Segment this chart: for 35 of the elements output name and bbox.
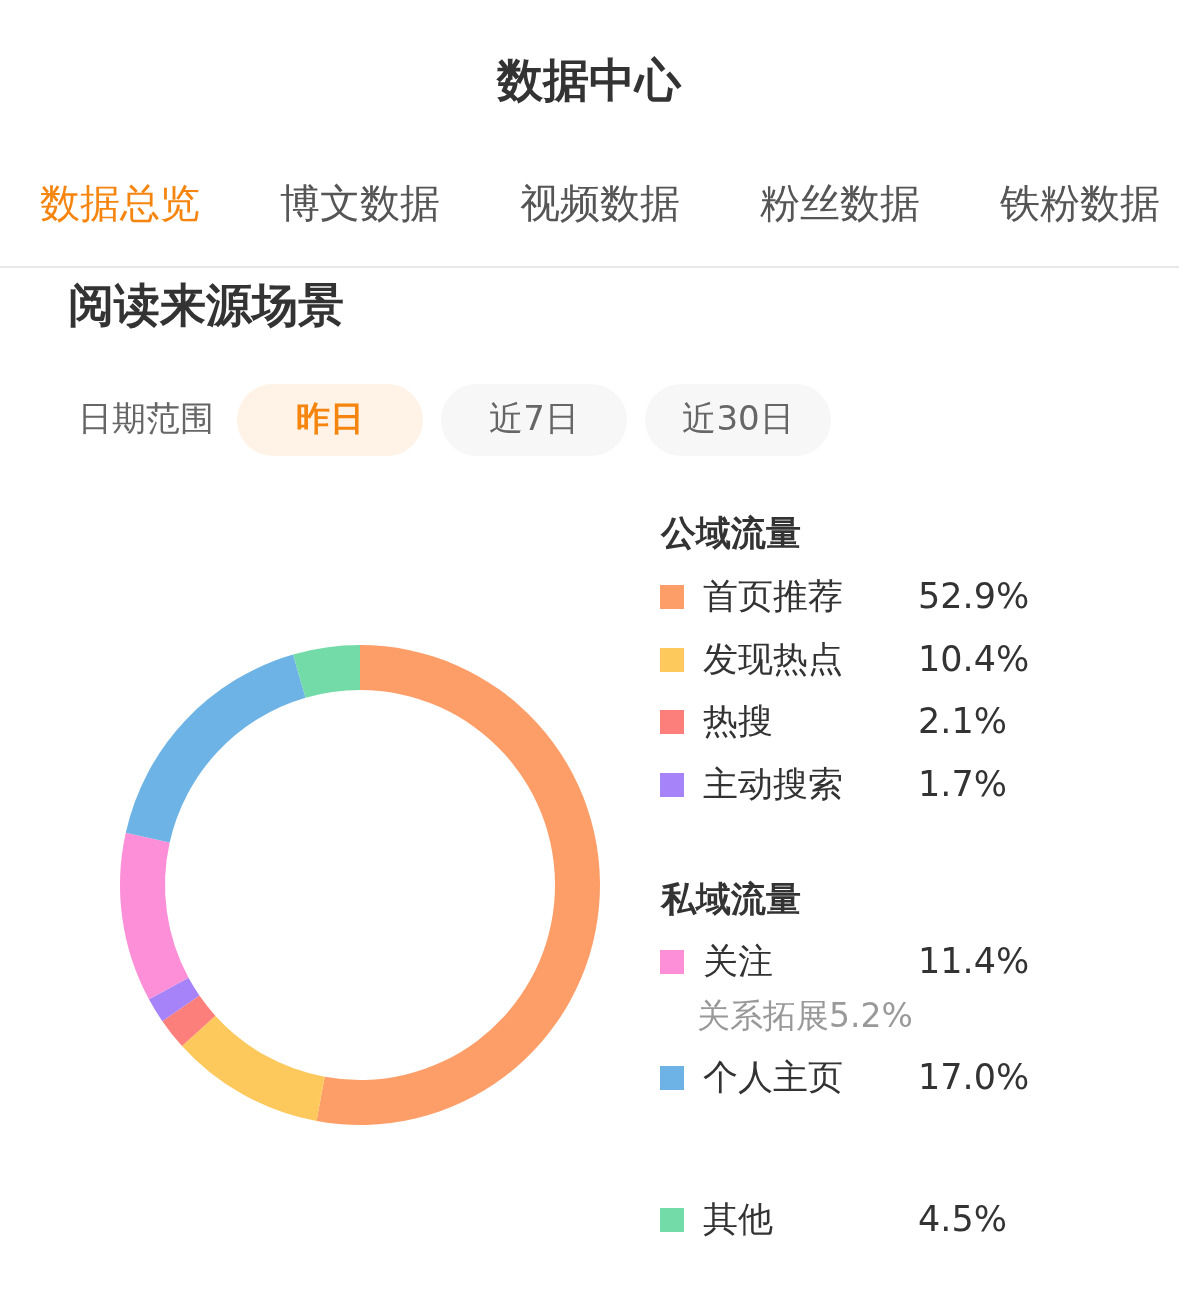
text: 关系拓展5.2% [697, 996, 913, 1035]
data-label: 17.0% [918, 1057, 1030, 1097]
donut-slice [125, 654, 306, 843]
data-label: 1.7% [918, 764, 1007, 804]
text: 昨日 [296, 398, 364, 438]
text: 视频数据 [520, 180, 680, 226]
donut-slice [148, 977, 200, 1022]
legend-label: 主动搜索 [703, 764, 843, 804]
data-label: 4.5% [918, 1199, 1007, 1239]
text: 近30日 [682, 398, 794, 438]
data-label: 10.4% [918, 639, 1030, 679]
data-label: 11.4% [918, 941, 1030, 981]
donut-slice [120, 832, 189, 1000]
text: 博文数据 [280, 180, 440, 226]
text: 数据总览 [40, 180, 200, 226]
legend-label: 发现热点 [703, 639, 843, 679]
chart-title: 阅读来源场景 [68, 278, 344, 332]
donut-slice [316, 645, 600, 1125]
legend-label: 热搜 [703, 701, 773, 741]
donut-slice [181, 1015, 325, 1122]
donut-slice [162, 995, 216, 1046]
text: 数据中心 [496, 53, 682, 107]
text: 铁粉数据 [999, 180, 1160, 226]
text: 私域流量 [660, 879, 801, 919]
text: 近7日 [489, 398, 579, 438]
legend-label: 首页推荐 [703, 576, 843, 616]
legend-label: 其他 [703, 1199, 773, 1239]
legend-label: 关注 [703, 941, 773, 981]
text: 公域流量 [660, 513, 801, 553]
data-label: 52.9% [918, 576, 1030, 616]
data-label: 2.1% [918, 701, 1007, 741]
text: 日期范围 [78, 398, 214, 438]
text: 粉丝数据 [760, 180, 920, 226]
legend-label: 个人主页 [703, 1057, 843, 1097]
donut-slice [293, 645, 360, 698]
